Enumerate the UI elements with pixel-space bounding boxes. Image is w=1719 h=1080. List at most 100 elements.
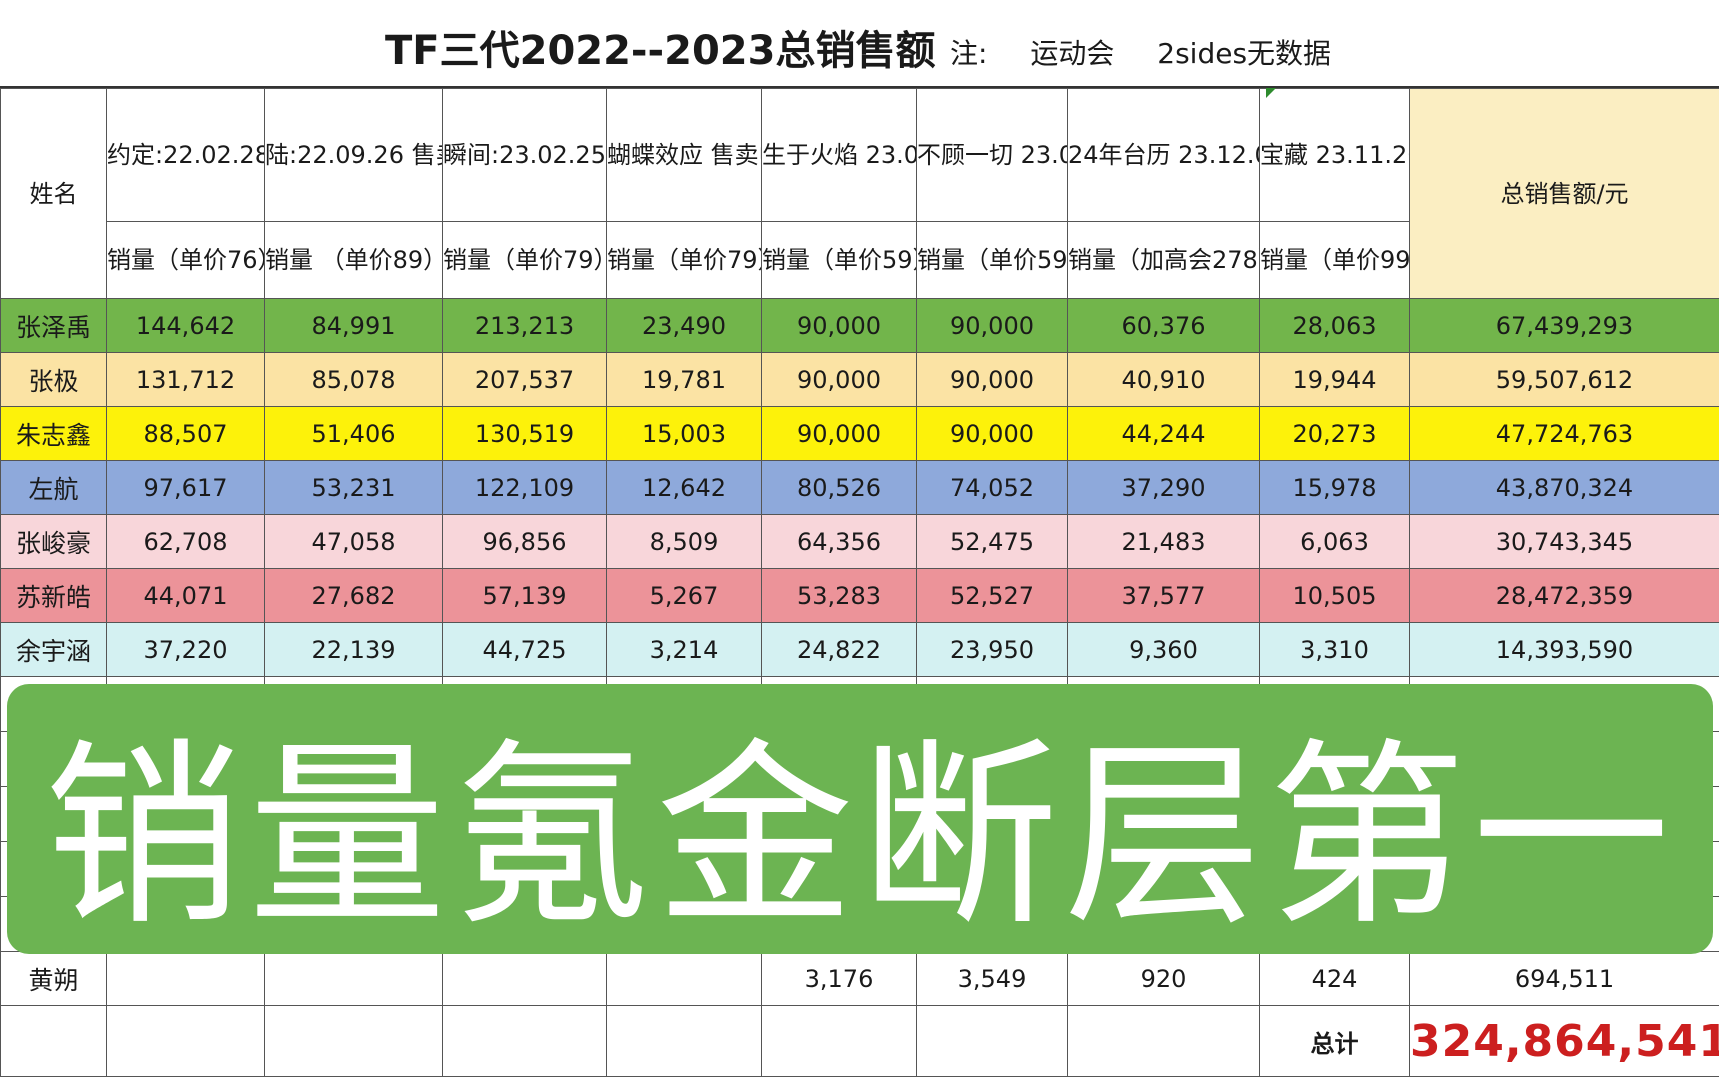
page-title: TF三代2022--2023总销售额 — [385, 28, 936, 74]
row-name: 余宇涵 — [0, 622, 107, 677]
table-row: 黄朔 3,176 3,549 920 424 694,511 — [0, 951, 1719, 1006]
row-name: 左航 — [0, 460, 107, 515]
row-value: 22,139 — [264, 622, 443, 677]
table-row: 张峻豪 62,708 47,058 96,856 8,509 64,356 52,475 21… — [0, 514, 1719, 569]
row-value: 19,781 — [606, 352, 762, 407]
row-value: 3,310 — [1259, 622, 1410, 677]
row-value: 5,267 — [606, 568, 762, 623]
row-value: 3,214 — [606, 622, 762, 677]
header-product-title: 蝴蝶效应 售卖中抓取的非完整数据 — [606, 88, 762, 222]
header-product-title: 约定:22.02.28 — [106, 88, 265, 222]
row-value: 37,290 — [1067, 460, 1260, 515]
row-value: 60,376 — [1067, 298, 1260, 353]
header-product-sub: 销量 （单价89） — [264, 221, 443, 299]
grand-total-row: 总计 324,864,541 — [0, 1005, 1719, 1077]
table-row: 朱志鑫 88,507 51,406 130,519 15,003 90,000 90,000… — [0, 406, 1719, 461]
row-value: 920 — [1067, 951, 1260, 1006]
row-value: 8,509 — [606, 514, 762, 569]
cell-comment-marker — [1266, 88, 1276, 98]
row-value: 40,910 — [1067, 352, 1260, 407]
header-total: 总销售额/元 — [1409, 88, 1719, 299]
row-value — [606, 951, 762, 1006]
row-total: 14,393,590 — [1409, 622, 1719, 677]
row-value: 21,483 — [1067, 514, 1260, 569]
header-row-subtitles: 销量（单价76） 销量 （单价89） 销量（单价79） 销量（单价79） 销量（… — [1, 221, 1719, 299]
row-total: 694,511 — [1409, 951, 1719, 1006]
row-total: 47,724,763 — [1409, 406, 1719, 461]
row-value: 44,725 — [442, 622, 607, 677]
table-row: 张泽禹 144,642 84,991 213,213 23,490 90,000 90,00… — [0, 298, 1719, 353]
row-value: 28,063 — [1259, 298, 1410, 353]
row-value: 12,642 — [606, 460, 762, 515]
row-value: 6,063 — [1259, 514, 1410, 569]
row-value: 3,176 — [761, 951, 917, 1006]
header-product-sub: 销量（加高会278） — [1067, 221, 1260, 299]
row-name: 张泽禹 — [0, 298, 107, 353]
table-row: 张极 131,712 85,078 207,537 19,781 90,000 90,000… — [0, 352, 1719, 407]
row-value: 37,577 — [1067, 568, 1260, 623]
row-value: 90,000 — [761, 352, 917, 407]
row-value: 130,519 — [442, 406, 607, 461]
row-value: 80,526 — [761, 460, 917, 515]
row-name: 苏新皓 — [0, 568, 107, 623]
row-value: 15,003 — [606, 406, 762, 461]
header-name: 姓名 — [0, 88, 107, 299]
row-value: 97,617 — [106, 460, 265, 515]
row-total: 30,743,345 — [1409, 514, 1719, 569]
row-value: 44,071 — [106, 568, 265, 623]
overlay-banner: 销量氪金断层第一 — [7, 684, 1713, 954]
table-row: 余宇涵 37,220 22,139 44,725 3,214 24,822 23,950 9,… — [0, 622, 1719, 677]
row-value: 62,708 — [106, 514, 265, 569]
row-value: 37,220 — [106, 622, 265, 677]
row-value: 53,231 — [264, 460, 443, 515]
row-value: 47,058 — [264, 514, 443, 569]
row-value: 424 — [1259, 951, 1410, 1006]
header-product-sub: 销量（单价79） — [442, 221, 607, 299]
row-value: 15,978 — [1259, 460, 1410, 515]
row-name: 朱志鑫 — [0, 406, 107, 461]
data-rows: 张泽禹 144,642 84,991 213,213 23,490 90,000 90,00… — [0, 298, 1719, 677]
row-value: 96,856 — [442, 514, 607, 569]
title-bar: TF三代2022--2023总销售额 注: 运动会 2sides无数据 — [0, 0, 1719, 88]
title-note: 注: 运动会 2sides无数据 — [950, 32, 1365, 72]
row-value: 207,537 — [442, 352, 607, 407]
row-total: 43,870,324 — [1409, 460, 1719, 515]
row-name: 张峻豪 — [0, 514, 107, 569]
header-product-title: 不顾一切 23.08.14 — [916, 88, 1068, 222]
row-total: 28,472,359 — [1409, 568, 1719, 623]
row-value: 19,944 — [1259, 352, 1410, 407]
row-name: 张极 — [0, 352, 107, 407]
header-product-sub: 销量（单价59） — [761, 221, 917, 299]
note-label: 注: — [950, 37, 988, 70]
row-value: 88,507 — [106, 406, 265, 461]
row-value: 3,549 — [916, 951, 1068, 1006]
row-value: 84,991 — [264, 298, 443, 353]
header-product-title: 生于火焰 23.08.14 — [761, 88, 917, 222]
header-row-titles: 姓名 约定:22.02.28 陆:22.09.26 售卖中抓取的非完整数据 瞬间… — [0, 88, 1719, 299]
note-item-sports: 运动会 — [1030, 37, 1115, 70]
header-product-sub: 销量（单价59） — [916, 221, 1068, 299]
header-product-title: 瞬间:23.02.25 — [442, 88, 607, 222]
row-value: 27,682 — [264, 568, 443, 623]
row-total: 67,439,293 — [1409, 298, 1719, 353]
grand-total-label: 总计 — [1259, 1005, 1410, 1077]
row-value: 90,000 — [761, 298, 917, 353]
header-product-title: 陆:22.09.26 售卖中抓取的非完整数据 — [264, 88, 443, 222]
row-value: 122,109 — [442, 460, 607, 515]
row-value: 213,213 — [442, 298, 607, 353]
row-value: 85,078 — [264, 352, 443, 407]
row-value — [264, 951, 443, 1006]
row-value: 144,642 — [106, 298, 265, 353]
row-value: 64,356 — [761, 514, 917, 569]
header-product-sub: 销量（单价79） — [606, 221, 762, 299]
table-row: 苏新皓 44,071 27,682 57,139 5,267 53,283 52,527 37… — [0, 568, 1719, 623]
note-item-2sides: 2sides无数据 — [1157, 37, 1332, 70]
row-value: 20,273 — [1259, 406, 1410, 461]
row-value: 52,527 — [916, 568, 1068, 623]
row-value — [442, 951, 607, 1006]
header-product-title: 宝藏 23.11.26 — [1259, 88, 1410, 222]
row-value: 90,000 — [916, 406, 1068, 461]
row-value: 52,475 — [916, 514, 1068, 569]
row-value: 44,244 — [1067, 406, 1260, 461]
row-value: 53,283 — [761, 568, 917, 623]
